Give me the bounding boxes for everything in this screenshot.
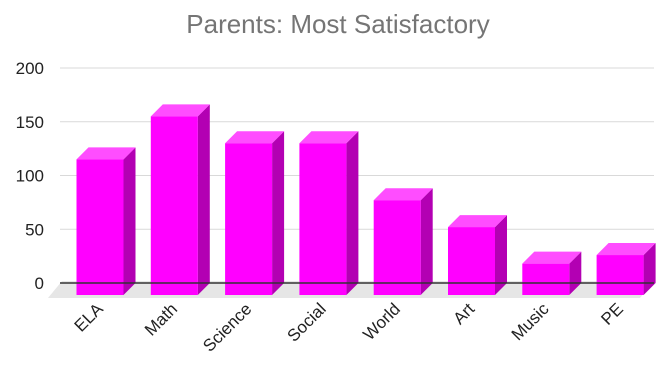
bar-ela — [76, 147, 136, 295]
x-tick-label-social: Social — [284, 299, 330, 345]
x-tick-label-pe: PE — [597, 299, 626, 328]
y-axis-ticks: 0 50 100 150 200 — [16, 59, 44, 293]
bar-top — [150, 104, 210, 117]
x-tick-label-art: Art — [450, 299, 479, 328]
bar-front — [150, 116, 198, 295]
bar-science — [225, 131, 285, 295]
bar-front — [373, 200, 421, 295]
bars — [76, 104, 656, 295]
x-axis-labels: ELA Math Science Social World Art Music PE — [71, 299, 627, 356]
bar-front — [76, 159, 124, 295]
bar-front — [299, 143, 347, 295]
y-tick-label-150: 150 — [16, 113, 44, 132]
bar-math — [150, 104, 210, 295]
bar-top — [225, 131, 285, 144]
x-tick-label-world: World — [359, 299, 404, 344]
x-tick-label-music: Music — [508, 299, 553, 344]
bar-top — [448, 215, 507, 228]
bar-pe — [596, 243, 656, 295]
x-tick-label-science: Science — [199, 299, 255, 355]
bar-world — [373, 188, 433, 295]
y-tick-label-0: 0 — [35, 274, 44, 293]
bar-side — [346, 131, 359, 295]
bar-side — [197, 104, 210, 295]
bar-top — [76, 147, 136, 160]
y-tick-label-50: 50 — [25, 220, 44, 239]
bar-top — [596, 243, 656, 256]
x-tick-label-ela: ELA — [71, 299, 108, 336]
chart-title: Parents: Most Satisfactory — [186, 9, 489, 39]
bar-front — [596, 255, 644, 295]
bar-side — [643, 243, 656, 295]
bar-side — [123, 147, 136, 295]
bar-top — [373, 188, 433, 201]
bar-music — [522, 251, 582, 295]
bar-top — [522, 251, 582, 264]
bar-front — [225, 143, 273, 295]
bar-side — [272, 131, 285, 295]
bar-front — [448, 227, 495, 295]
bar-front — [522, 263, 570, 295]
bar-side — [569, 251, 582, 295]
bar-side — [420, 188, 433, 295]
y-tick-label-200: 200 — [16, 59, 44, 78]
y-tick-label-100: 100 — [16, 167, 44, 186]
x-tick-label-math: Math — [141, 299, 181, 339]
bar-social — [299, 131, 359, 295]
bar-side — [495, 215, 507, 295]
bar-top — [299, 131, 359, 144]
